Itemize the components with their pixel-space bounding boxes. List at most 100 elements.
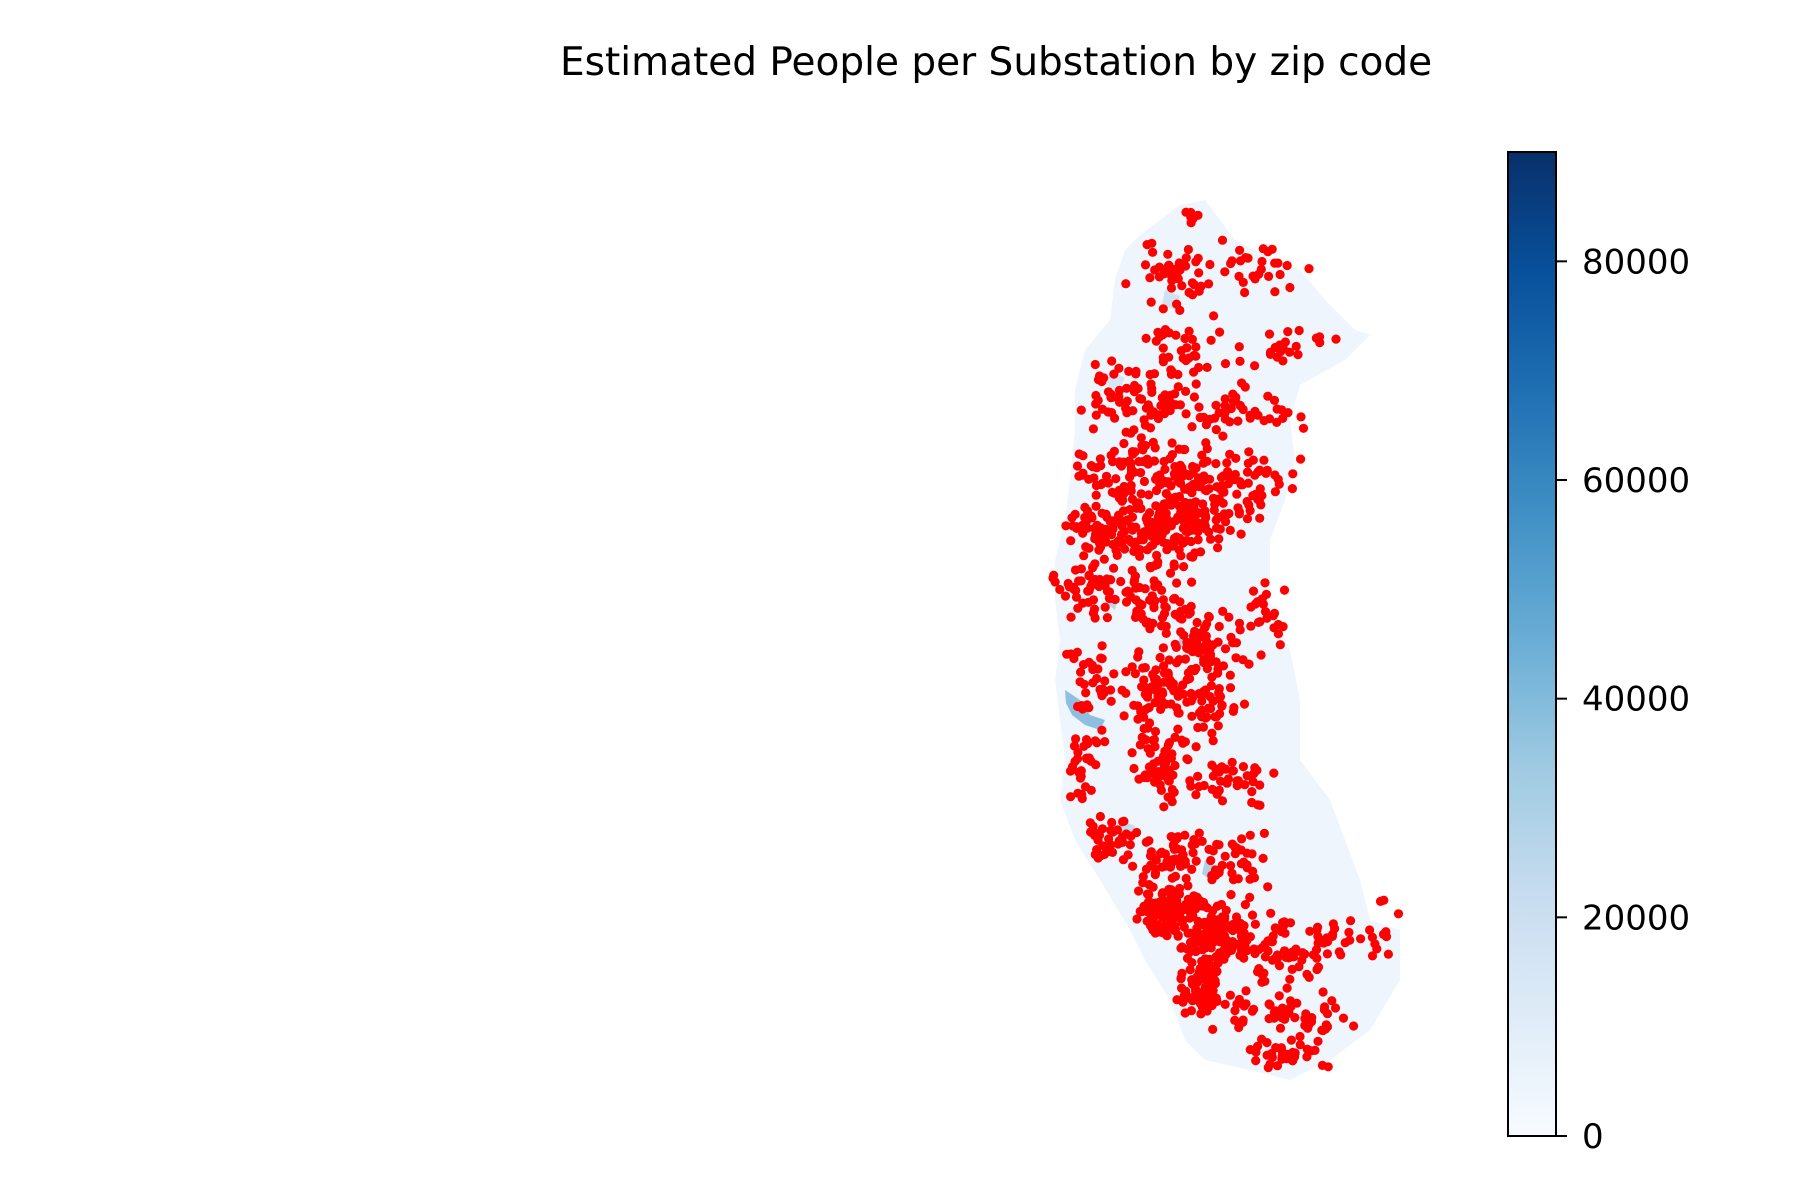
substation-point <box>1158 304 1168 314</box>
substation-point <box>1199 936 1209 947</box>
substation-point <box>1150 443 1160 453</box>
substation-point <box>1261 589 1271 600</box>
substation-point <box>1173 930 1183 940</box>
substation-point <box>1249 1004 1259 1014</box>
substation-point <box>1228 766 1238 776</box>
substation-point <box>1191 257 1201 267</box>
substation-point <box>1258 599 1268 609</box>
substation-point <box>1142 240 1152 250</box>
substation-point <box>1191 342 1201 352</box>
substation-point <box>1206 703 1216 714</box>
substation-point <box>1206 657 1216 667</box>
substation-point <box>1091 501 1101 511</box>
substation-point <box>1213 543 1223 553</box>
substation-point <box>1179 516 1189 527</box>
substation-point <box>1196 972 1206 982</box>
substation-point <box>1180 484 1190 494</box>
substation-point <box>1065 766 1076 776</box>
substation-point <box>1079 679 1089 689</box>
substation-point <box>1069 584 1079 594</box>
substation-point <box>1195 708 1205 718</box>
substation-point <box>1205 474 1215 484</box>
substation-point <box>1147 682 1157 692</box>
substation-point <box>1094 581 1104 592</box>
substation-point <box>1331 334 1341 344</box>
substation-point <box>1136 468 1146 478</box>
substation-point <box>1244 659 1254 669</box>
substation-point <box>1210 994 1220 1004</box>
substation-point <box>1081 542 1091 552</box>
substation-point <box>1130 669 1140 679</box>
substation-point <box>1267 1048 1277 1059</box>
substation-point <box>1206 681 1216 691</box>
substation-point <box>1100 676 1110 686</box>
substation-point <box>1122 383 1132 393</box>
substation-point <box>1240 287 1250 298</box>
substation-point <box>1186 536 1196 547</box>
substation-point <box>1136 489 1146 499</box>
substation-point <box>1295 1031 1305 1042</box>
substation-point <box>1178 916 1188 926</box>
substation-point <box>1112 550 1122 561</box>
substation-point <box>1196 547 1206 557</box>
substation-point <box>1073 788 1083 798</box>
substation-point <box>1158 689 1168 699</box>
substation-point <box>1190 626 1200 637</box>
substation-point <box>1173 724 1183 734</box>
substation-point <box>1086 511 1096 521</box>
substation-point <box>1186 696 1196 706</box>
substation-point <box>1134 457 1144 467</box>
substation-point <box>1163 903 1173 913</box>
substation-point <box>1088 563 1098 573</box>
substation-point <box>1210 499 1220 509</box>
substation-point <box>1171 642 1181 653</box>
substation-point <box>1138 532 1148 542</box>
substation-point <box>1185 776 1195 786</box>
substation-point <box>1141 618 1151 628</box>
substation-point <box>1152 550 1162 561</box>
substation-point <box>1275 1023 1286 1033</box>
substation-point <box>1139 723 1149 734</box>
substation-point <box>1220 394 1230 404</box>
substation-point <box>1186 551 1196 562</box>
substation-point <box>1213 664 1223 674</box>
substation-point <box>1204 612 1214 622</box>
substation-point <box>1119 711 1129 721</box>
colorbar-ticks: 0 20000 40000 60000 80000 <box>1556 242 1690 1157</box>
substation-point <box>1264 271 1274 281</box>
substation-point <box>1263 1063 1273 1073</box>
substation-point <box>1242 514 1253 524</box>
substation-point <box>1194 268 1204 278</box>
substation-point <box>1078 528 1088 538</box>
substation-point <box>1140 440 1151 451</box>
substation-point <box>1104 587 1115 597</box>
substation-point <box>1186 1006 1196 1016</box>
substation-point <box>1245 830 1255 840</box>
substation-point <box>1226 890 1236 900</box>
substation-point <box>1246 602 1256 612</box>
substation-point <box>1209 311 1219 321</box>
substation-point <box>1218 431 1228 441</box>
substation-point <box>1228 875 1239 885</box>
substation-point <box>1197 450 1207 460</box>
substation-point <box>1251 1047 1261 1057</box>
substation-point <box>1168 399 1178 409</box>
substation-point <box>1095 811 1105 822</box>
substation-point <box>1263 247 1273 257</box>
substation-point <box>1166 890 1176 900</box>
substation-point <box>1135 551 1145 562</box>
substation-point <box>1172 578 1182 588</box>
substation-point <box>1247 787 1257 797</box>
substation-point <box>1190 839 1201 849</box>
substation-point <box>1180 444 1190 455</box>
substation-point <box>1069 741 1080 751</box>
substation-point <box>1257 490 1267 501</box>
substation-point <box>1187 211 1197 222</box>
substation-point <box>1259 828 1269 839</box>
substation-point <box>1142 517 1152 527</box>
substation-point <box>1134 647 1144 657</box>
substation-point <box>1258 853 1268 864</box>
substation-point <box>1232 845 1242 855</box>
substation-point <box>1189 392 1199 402</box>
substation-point <box>1272 1061 1283 1071</box>
